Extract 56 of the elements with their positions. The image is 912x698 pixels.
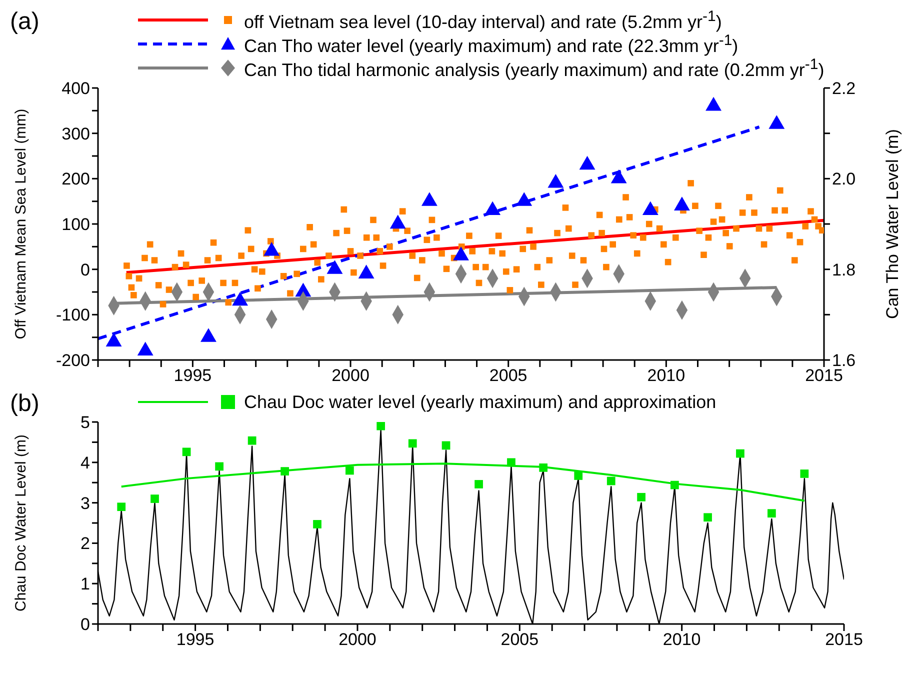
point <box>670 480 679 490</box>
y-axis-title: Chau Doc Water Level (m) <box>12 434 30 612</box>
x-tick-label: 1995 <box>176 630 214 650</box>
point <box>574 472 583 480</box>
y-tick-label: -200 <box>56 351 90 370</box>
y-tick-label: -100 <box>56 306 90 325</box>
point <box>539 463 548 472</box>
point <box>313 520 322 528</box>
point <box>474 480 483 488</box>
x-tick-label: 1995 <box>174 366 212 386</box>
point <box>248 436 256 445</box>
y-tick-label: 5 <box>80 413 90 432</box>
point <box>507 458 516 467</box>
point <box>736 449 744 458</box>
y-tick-label: 1 <box>80 574 90 594</box>
point <box>117 502 126 512</box>
legend-label: off Vietnam sea level (10-day interval) and rate (5.2mm yr$^{-1}$) <box>244 8 722 32</box>
x-tick-label: 2005 <box>489 366 528 386</box>
point <box>280 467 290 476</box>
point <box>150 494 159 503</box>
point <box>606 476 616 486</box>
x-tick-label: 2010 <box>647 366 686 386</box>
x-tick-label: 2015 <box>825 630 863 650</box>
y-tick-label: 300 <box>62 124 90 144</box>
point <box>442 441 450 450</box>
y-tick-label: 2 <box>80 534 90 554</box>
y2-tick-label: 2.2 <box>832 79 856 98</box>
y-tick-label: 0 <box>80 260 90 280</box>
x-tick-label: 2000 <box>338 630 376 650</box>
point <box>376 422 386 430</box>
y-tick-label: 4 <box>80 453 90 472</box>
y-tick-label: 400 <box>62 79 90 98</box>
legend-label: Can Tho tidal harmonic analysis (yearly maximum) and rate (0.2mm yr$^{-1}$) <box>244 56 824 80</box>
x-tick-label: 2005 <box>500 630 539 650</box>
point <box>704 513 712 522</box>
point <box>800 470 809 478</box>
x-tick-label: 2010 <box>662 630 701 650</box>
y-axis-title: Off Vietnam Mean Sea Level (mm) <box>12 108 30 340</box>
point <box>408 439 417 448</box>
point <box>182 448 191 456</box>
legend-label: Chau Doc water level (yearly maximum) and approximation <box>244 392 716 412</box>
y-tick-label: 200 <box>62 170 90 189</box>
point <box>346 466 354 475</box>
y2-tick-label: 2.0 <box>832 170 856 189</box>
chart-title: (a) <box>10 8 40 36</box>
x-tick-label: 2000 <box>332 366 370 386</box>
y-tick-label: 100 <box>62 215 90 234</box>
point <box>637 492 646 502</box>
point <box>767 509 776 518</box>
legend-label: Can Tho water level (yearly maximum) and rate (22.3mm yr$^{-1}$) <box>244 32 738 56</box>
y-tick-label: 3 <box>80 494 90 513</box>
y2-tick-label: 1.8 <box>832 260 856 280</box>
point <box>215 462 224 471</box>
y2-axis-title: Can Tho Water Level (m) <box>883 129 902 319</box>
chart-title: (b) <box>10 390 40 418</box>
y-tick-label: 0 <box>80 615 90 634</box>
